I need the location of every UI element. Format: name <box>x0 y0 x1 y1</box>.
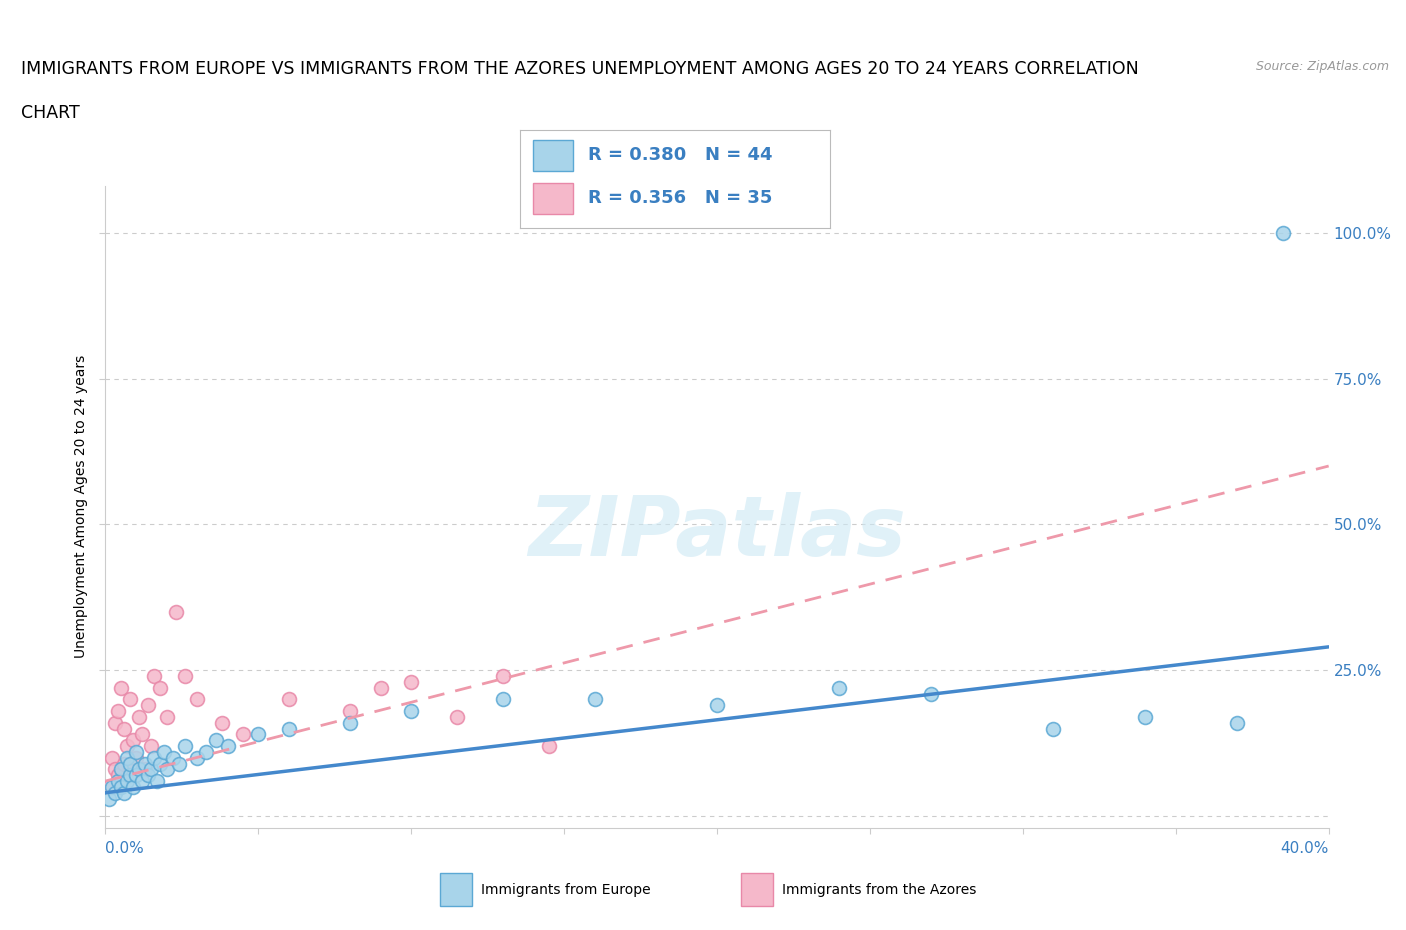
Point <box>97 779 120 794</box>
Point <box>186 751 208 765</box>
Point <box>134 762 156 777</box>
Point <box>141 738 163 753</box>
Point <box>100 751 122 765</box>
Point <box>125 751 148 765</box>
Point <box>110 774 132 789</box>
Point <box>118 762 141 777</box>
Point <box>232 727 254 742</box>
Point <box>1226 715 1249 730</box>
Point <box>204 733 226 748</box>
Point <box>492 669 515 684</box>
Point <box>110 680 132 695</box>
Point <box>112 756 135 771</box>
Point <box>107 704 129 719</box>
Point <box>104 715 127 730</box>
Point <box>115 774 138 789</box>
Text: IMMIGRANTS FROM EUROPE VS IMMIGRANTS FROM THE AZORES UNEMPLOYMENT AMONG AGES 20 : IMMIGRANTS FROM EUROPE VS IMMIGRANTS FRO… <box>21 60 1139 78</box>
Point <box>128 762 150 777</box>
Y-axis label: Unemployment Among Ages 20 to 24 years: Unemployment Among Ages 20 to 24 years <box>75 355 89 658</box>
Point <box>339 704 361 719</box>
Point <box>828 680 851 695</box>
Text: 40.0%: 40.0% <box>1281 841 1329 856</box>
Point <box>583 692 606 707</box>
Point <box>195 744 218 759</box>
Point <box>1042 721 1064 736</box>
Point <box>278 692 301 707</box>
Point <box>149 756 172 771</box>
Text: Source: ZipAtlas.com: Source: ZipAtlas.com <box>1256 60 1389 73</box>
Point <box>165 604 187 619</box>
Point <box>537 738 560 753</box>
Point <box>146 774 169 789</box>
Text: R = 0.356   N = 35: R = 0.356 N = 35 <box>588 189 773 207</box>
Point <box>107 774 129 789</box>
Point <box>1133 710 1156 724</box>
Point <box>97 791 120 806</box>
Point <box>920 686 942 701</box>
Point <box>118 768 141 783</box>
Point <box>112 785 135 800</box>
Text: Immigrants from Europe: Immigrants from Europe <box>481 883 651 897</box>
Point <box>143 751 166 765</box>
Point <box>136 768 159 783</box>
Point <box>152 744 174 759</box>
Point <box>122 779 145 794</box>
Point <box>104 762 127 777</box>
Point <box>706 698 728 712</box>
Point <box>155 762 177 777</box>
Point <box>1271 225 1294 240</box>
Point <box>217 738 239 753</box>
Point <box>370 680 392 695</box>
Point <box>149 680 172 695</box>
Point <box>174 669 197 684</box>
Point <box>107 768 129 783</box>
Point <box>110 762 132 777</box>
Point <box>125 768 148 783</box>
FancyBboxPatch shape <box>440 873 472 906</box>
Point <box>155 710 177 724</box>
FancyBboxPatch shape <box>741 873 773 906</box>
Point <box>492 692 515 707</box>
Point <box>131 727 153 742</box>
Point <box>115 738 138 753</box>
Point <box>104 785 127 800</box>
Point <box>100 779 122 794</box>
Point <box>112 721 135 736</box>
FancyBboxPatch shape <box>533 140 572 171</box>
Point <box>186 692 208 707</box>
Point <box>118 756 141 771</box>
Text: ZIPatlas: ZIPatlas <box>529 492 905 573</box>
Point <box>247 727 270 742</box>
Point <box>131 774 153 789</box>
Point <box>446 710 468 724</box>
Text: Immigrants from the Azores: Immigrants from the Azores <box>782 883 976 897</box>
Text: CHART: CHART <box>21 104 80 122</box>
Point <box>401 704 423 719</box>
Point <box>167 756 190 771</box>
Text: R = 0.380   N = 44: R = 0.380 N = 44 <box>588 146 773 164</box>
Point <box>128 710 150 724</box>
Point <box>174 738 197 753</box>
Point <box>118 692 141 707</box>
Point <box>401 674 423 689</box>
Point <box>110 779 132 794</box>
Point <box>136 698 159 712</box>
Point <box>211 715 233 730</box>
Text: 0.0%: 0.0% <box>105 841 145 856</box>
Point <box>162 751 184 765</box>
Point <box>339 715 361 730</box>
FancyBboxPatch shape <box>533 183 572 214</box>
Point <box>125 744 148 759</box>
Point <box>122 733 145 748</box>
Point <box>278 721 301 736</box>
Point <box>143 669 166 684</box>
Point <box>115 751 138 765</box>
Point <box>141 762 163 777</box>
Point <box>134 756 156 771</box>
